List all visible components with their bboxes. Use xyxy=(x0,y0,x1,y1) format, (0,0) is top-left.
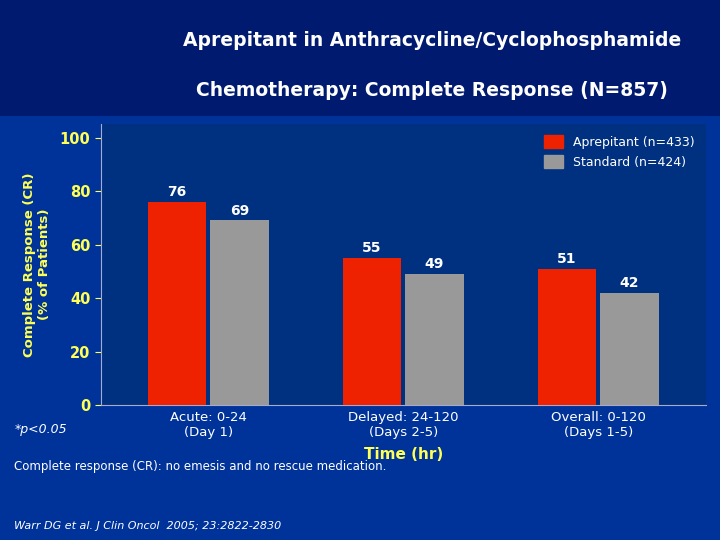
Text: Complete response (CR): no emesis and no rescue medication.: Complete response (CR): no emesis and no… xyxy=(14,460,387,472)
Text: *p<0.05: *p<0.05 xyxy=(14,423,67,436)
Text: Warr DG et al. J Clin Oncol  2005; 23:2822-2830: Warr DG et al. J Clin Oncol 2005; 23:282… xyxy=(14,521,282,531)
Y-axis label: Complete Response (CR)
(% of Patients): Complete Response (CR) (% of Patients) xyxy=(23,172,51,357)
Text: 42: 42 xyxy=(620,276,639,290)
Bar xyxy=(405,274,464,405)
Text: 49: 49 xyxy=(425,257,444,271)
Bar xyxy=(538,268,596,405)
Text: Aprepitant in Anthracycline/Cyclophosphamide: Aprepitant in Anthracycline/Cyclophospha… xyxy=(183,31,681,50)
Bar xyxy=(343,258,401,405)
Text: 51: 51 xyxy=(557,252,577,266)
Text: 55: 55 xyxy=(362,241,382,255)
Bar xyxy=(600,293,659,405)
Bar xyxy=(148,202,206,405)
Text: Chemotherapy: Complete Response (N=857): Chemotherapy: Complete Response (N=857) xyxy=(196,81,668,100)
X-axis label: Time (hr): Time (hr) xyxy=(364,447,443,462)
Legend: Aprepitant (n=433), Standard (n=424): Aprepitant (n=433), Standard (n=424) xyxy=(539,131,699,174)
Text: 76: 76 xyxy=(167,185,186,199)
Text: 69: 69 xyxy=(230,204,249,218)
Bar xyxy=(210,220,269,405)
